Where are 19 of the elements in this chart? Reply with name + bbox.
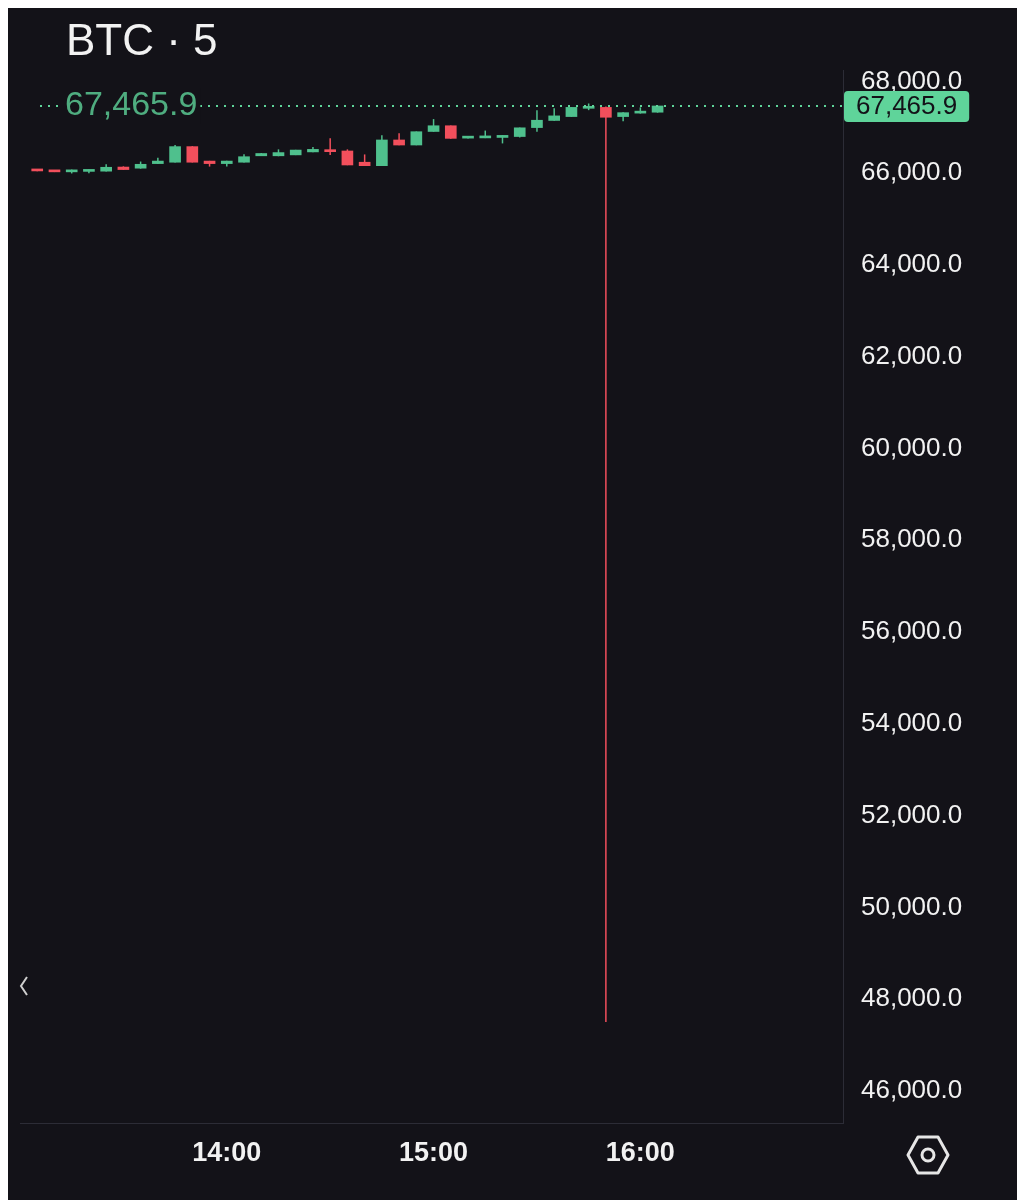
chart-title: BTC · 5 [66, 14, 218, 66]
y-tick-label: 52,000.0 [861, 798, 963, 829]
candlestick [324, 137, 337, 156]
x-tick-label: 15:00 [399, 1136, 469, 1167]
y-tick-label: 50,000.0 [861, 890, 963, 921]
y-tick-label: 46,000.0 [861, 1074, 963, 1105]
ref-line-label: 67,465.9 [65, 84, 198, 123]
y-tick-label: 54,000.0 [861, 707, 963, 737]
y-tick-label: 62,000.0 [861, 339, 963, 370]
y-tick-label: 64,000.0 [861, 248, 963, 279]
candlestick [531, 109, 543, 133]
y-tick-label: 66,000.0 [861, 156, 963, 187]
y-tick-label: 48,000.0 [861, 982, 963, 1013]
y-tick-label: 56,000.0 [861, 615, 963, 646]
y-tick-label: 60,000.0 [861, 431, 963, 462]
y-tick-label: 58,000.0 [861, 523, 963, 554]
x-tick-label: 16:00 [605, 1136, 675, 1167]
candlestick [600, 105, 612, 1023]
x-tick-label: 14:00 [192, 1136, 262, 1167]
